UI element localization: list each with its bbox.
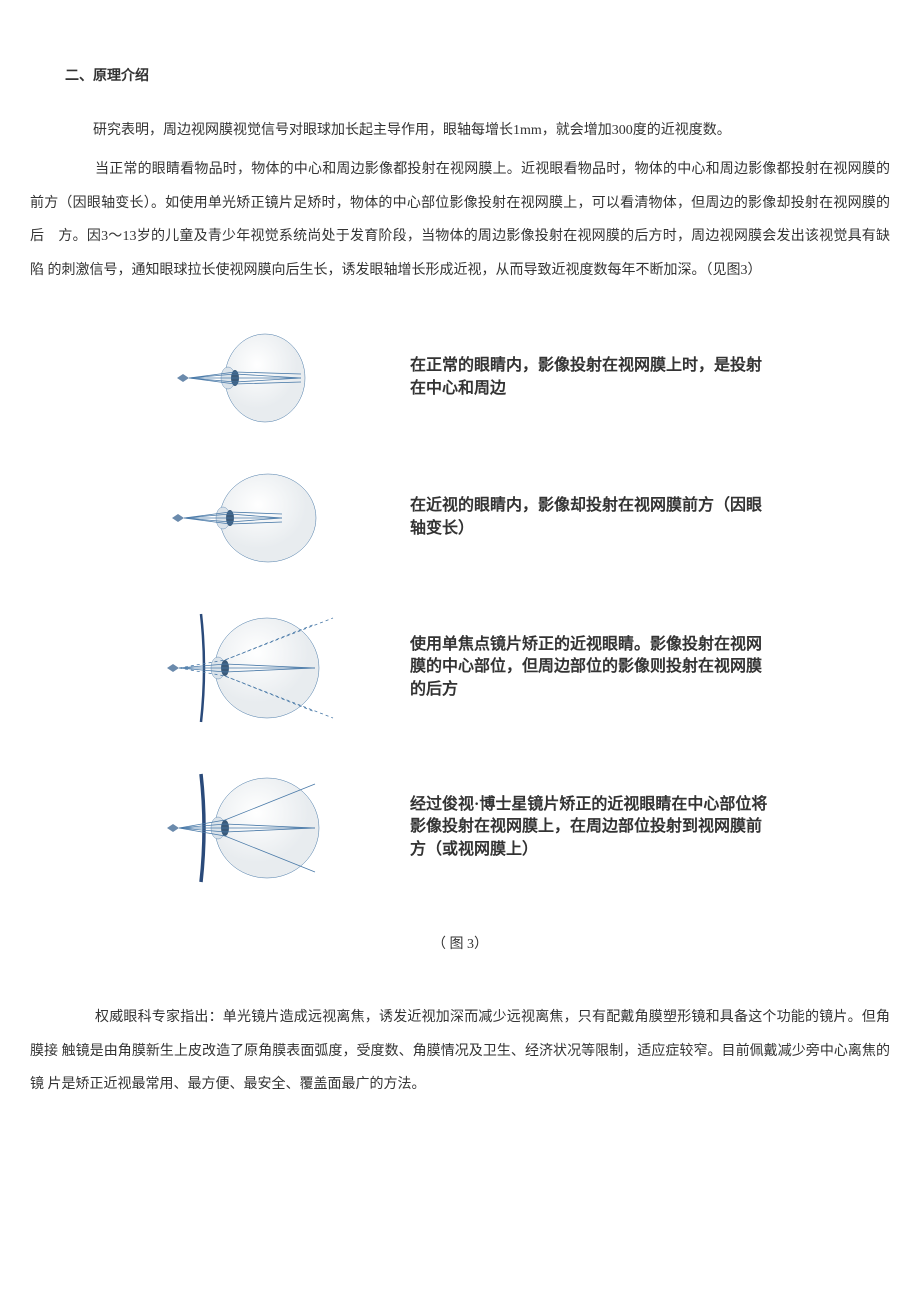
figure-3: 在正常的眼睛内，影像投射在视网膜上时，是投射在中心和周边 在近视的眼睛内，影像却… bbox=[150, 328, 770, 962]
diagram-caption-1: 在正常的眼睛内，影像投射在视网膜上时，是投射在中心和周边 bbox=[380, 355, 770, 400]
diagram-caption-2: 在近视的眼睛内，影像却投射在视网膜前方（因眼轴变长） bbox=[380, 495, 770, 540]
paragraph-2: 当正常的眼睛看物品时，物体的中心和周边影像都投射在视网膜上。近视眼看物品时，物体… bbox=[30, 153, 890, 287]
eye-diagram-corrected bbox=[155, 768, 375, 888]
figure-label: （ 图 3） bbox=[150, 928, 770, 962]
diagram-row-1: 在正常的眼睛内，影像投射在视网膜上时，是投射在中心和周边 bbox=[150, 328, 770, 428]
paragraph-1: 研究表明，周边视网膜视觉信号对眼球加长起主导作用，眼轴每增长1mm，就会增加30… bbox=[65, 114, 890, 148]
diagram-caption-4: 经过俊视·博士星镜片矫正的近视眼睛在中心部位将影像投射在视网膜上，在周边部位投射… bbox=[380, 794, 770, 861]
paragraph-3: 权威眼科专家指出：单光镜片造成远视离焦，诱发近视加深而减少远视离焦，只有配戴角膜… bbox=[30, 1001, 890, 1102]
eye-diagram-normal bbox=[165, 328, 365, 428]
diagram-caption-3: 使用单焦点镜片矫正的近视眼睛。影像投射在视网膜的中心部位，但周边部位的影像则投射… bbox=[380, 634, 770, 701]
diagram-svg-1 bbox=[150, 328, 380, 428]
diagram-row-3: 使用单焦点镜片矫正的近视眼睛。影像投射在视网膜的中心部位，但周边部位的影像则投射… bbox=[150, 608, 770, 728]
diagram-row-4: 经过俊视·博士星镜片矫正的近视眼睛在中心部位将影像投射在视网膜上，在周边部位投射… bbox=[150, 768, 770, 888]
eye-diagram-myopic bbox=[160, 468, 370, 568]
diagram-row-2: 在近视的眼睛内，影像却投射在视网膜前方（因眼轴变长） bbox=[150, 468, 770, 568]
diagram-svg-3 bbox=[150, 608, 380, 728]
diagram-svg-4 bbox=[150, 768, 380, 888]
eye-diagram-single-focus bbox=[155, 608, 375, 728]
diagram-svg-2 bbox=[150, 468, 380, 568]
section-heading: 二、原理介绍 bbox=[65, 60, 890, 94]
